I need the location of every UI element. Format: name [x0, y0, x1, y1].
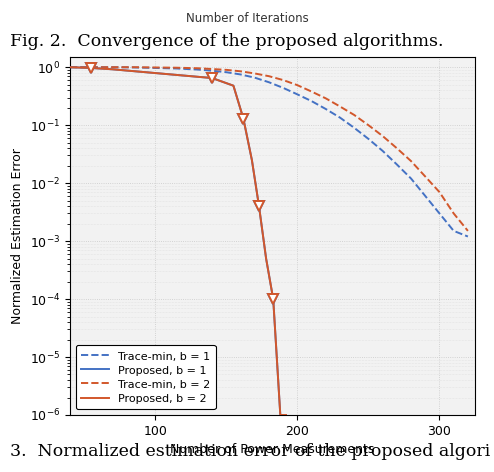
Trace-min, b = 1 [110, 64, 116, 70]
Trace-min, b = 1 [351, 125, 357, 131]
Proposed, b = 2 [88, 65, 94, 71]
Trace-min, b = 2 [337, 104, 343, 110]
Trace-min, b = 1 [309, 98, 315, 104]
Trace-min, b = 1 [173, 66, 179, 71]
Proposed, b = 1 [263, 256, 269, 261]
Trace-min, b = 1 [209, 68, 215, 74]
Trace-min, b = 1 [195, 67, 201, 72]
Proposed, b = 2 [270, 296, 276, 302]
Y-axis label: Normalized Estimation Error: Normalized Estimation Error [11, 148, 24, 324]
Line: Trace-min, b = 2: Trace-min, b = 2 [70, 67, 468, 231]
Trace-min, b = 1 [437, 211, 443, 216]
Trace-min, b = 1 [323, 106, 329, 112]
Text: 3.  Normalized estimation error of the proposed algori: 3. Normalized estimation error of the pr… [10, 443, 490, 460]
Proposed, b = 2 [249, 157, 255, 163]
Trace-min, b = 1 [337, 115, 343, 120]
Line: Proposed, b = 2: Proposed, b = 2 [70, 67, 286, 415]
Trace-min, b = 2 [252, 71, 258, 76]
Trace-min, b = 2 [131, 64, 137, 70]
Trace-min, b = 1 [394, 161, 400, 167]
Trace-min, b = 2 [437, 189, 443, 195]
Proposed, b = 1 [249, 157, 255, 163]
Trace-min, b = 2 [238, 68, 244, 74]
Proposed, b = 1 [110, 67, 116, 72]
Trace-min, b = 2 [209, 66, 215, 72]
Trace-min, b = 2 [173, 65, 179, 70]
Proposed, b = 1 [241, 116, 247, 121]
Trace-min, b = 2 [223, 67, 229, 73]
Trace-min, b = 2 [195, 66, 201, 71]
Trace-min, b = 2 [451, 211, 456, 216]
Trace-min, b = 2 [408, 158, 414, 164]
Trace-min, b = 1 [451, 228, 456, 234]
Proposed, b = 1 [270, 296, 276, 302]
Trace-min, b = 1 [223, 69, 229, 75]
Trace-min, b = 2 [309, 89, 315, 94]
Trace-min, b = 2 [110, 64, 116, 70]
Text: Fig. 2.  Convergence of the proposed algorithms.: Fig. 2. Convergence of the proposed algo… [10, 33, 444, 50]
Trace-min, b = 2 [323, 95, 329, 101]
Trace-min, b = 1 [366, 136, 371, 142]
Trace-min, b = 2 [465, 228, 471, 234]
Proposed, b = 1 [256, 203, 262, 209]
Text: Number of Iterations: Number of Iterations [186, 12, 308, 25]
Trace-min, b = 1 [465, 234, 471, 239]
Trace-min, b = 1 [280, 85, 286, 91]
Trace-min, b = 1 [294, 92, 300, 97]
Proposed, b = 1 [283, 412, 289, 418]
Proposed, b = 2 [256, 203, 262, 209]
Proposed, b = 2 [110, 67, 116, 72]
Trace-min, b = 2 [152, 65, 158, 70]
Trace-min, b = 2 [280, 77, 286, 83]
Trace-min, b = 2 [394, 145, 400, 151]
Proposed, b = 2 [263, 256, 269, 261]
Trace-min, b = 1 [422, 193, 428, 199]
Trace-min, b = 1 [131, 65, 137, 70]
Trace-min, b = 2 [422, 174, 428, 179]
Trace-min, b = 1 [380, 148, 386, 154]
Trace-min, b = 1 [252, 75, 258, 81]
Proposed, b = 1 [67, 64, 73, 70]
Trace-min, b = 1 [88, 64, 94, 70]
Proposed, b = 1 [231, 83, 237, 89]
Line: Trace-min, b = 1: Trace-min, b = 1 [70, 67, 468, 236]
Trace-min, b = 2 [351, 112, 357, 118]
Trace-min, b = 2 [366, 122, 371, 128]
Proposed, b = 2 [283, 412, 289, 418]
Trace-min, b = 2 [67, 64, 73, 70]
Proposed, b = 2 [241, 116, 247, 121]
Line: Proposed, b = 1: Proposed, b = 1 [70, 67, 286, 415]
Proposed, b = 2 [231, 83, 237, 89]
Trace-min, b = 1 [238, 72, 244, 77]
Trace-min, b = 2 [88, 64, 94, 70]
Legend: Trace-min, b = 1, Proposed, b = 1, Trace-min, b = 2, Proposed, b = 2: Trace-min, b = 1, Proposed, b = 1, Trace… [76, 345, 215, 409]
Trace-min, b = 1 [152, 65, 158, 71]
Trace-min, b = 1 [408, 176, 414, 181]
Trace-min, b = 2 [266, 73, 272, 79]
Proposed, b = 2 [67, 64, 73, 70]
Trace-min, b = 2 [294, 82, 300, 88]
Trace-min, b = 1 [67, 64, 73, 70]
X-axis label: Number of Power Measurements: Number of Power Measurements [170, 443, 374, 456]
Trace-min, b = 2 [380, 133, 386, 139]
Proposed, b = 1 [277, 412, 283, 418]
Proposed, b = 1 [209, 75, 215, 81]
Proposed, b = 2 [277, 412, 283, 418]
Proposed, b = 2 [209, 75, 215, 81]
Proposed, b = 1 [88, 65, 94, 71]
Trace-min, b = 1 [266, 79, 272, 85]
